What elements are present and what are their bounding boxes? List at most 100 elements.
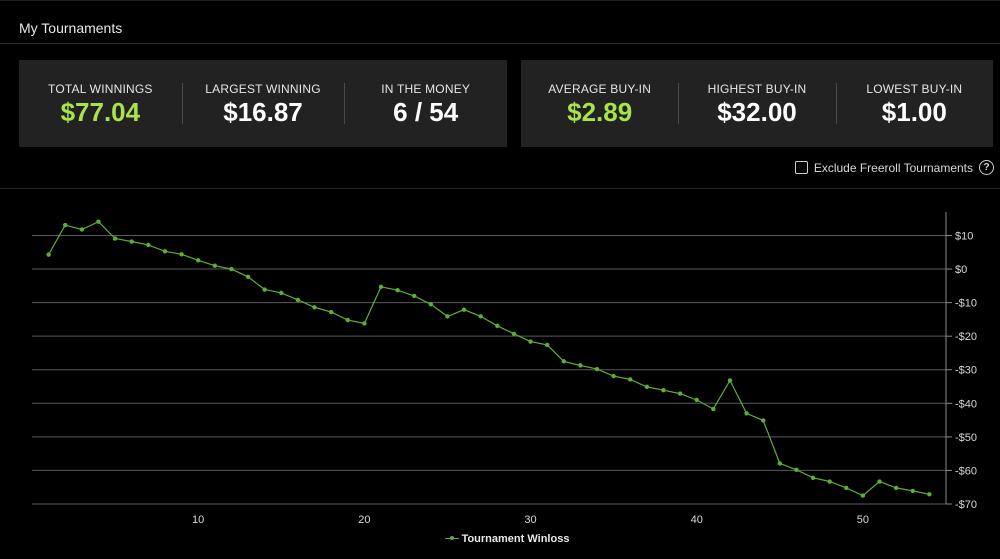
stat-total-winnings: TOTAL WINNINGS $77.04 [19,60,182,147]
data-point[interactable] [761,418,766,423]
data-point[interactable] [179,252,184,257]
data-point[interactable] [229,266,234,272]
data-point[interactable] [96,219,101,224]
data-point[interactable] [628,377,633,382]
data-point[interactable] [860,493,866,498]
data-point[interactable] [727,378,733,383]
y-tick-label: -$40 [955,398,977,410]
data-point[interactable] [677,391,683,396]
x-tick-label: 10 [192,514,204,526]
data-point[interactable] [594,366,600,372]
data-point[interactable] [578,363,583,368]
stat-label: AVERAGE BUY-IN [548,82,652,96]
data-point[interactable] [345,317,350,323]
exclude-freeroll-label[interactable]: Exclude Freeroll Tournaments [813,160,973,175]
data-point[interactable] [63,222,68,228]
data-point[interactable] [877,479,882,484]
data-point[interactable] [445,314,450,319]
data-point[interactable] [162,249,168,254]
data-point[interactable] [295,297,301,303]
section-divider [0,188,1000,189]
data-point[interactable] [279,290,284,296]
data-point[interactable] [262,287,267,292]
data-point[interactable] [312,305,317,310]
data-point[interactable] [744,411,749,416]
stat-value: $2.89 [567,97,633,127]
data-point[interactable] [478,314,483,319]
stat-in-the-money: IN THE MONEY 6 / 54 [344,60,507,147]
page-header: My Tournaments [0,0,1000,44]
data-point[interactable] [195,258,201,263]
data-point[interactable] [544,342,550,348]
y-tick-label: $10 [955,230,973,242]
x-tick-label: 50 [857,514,869,526]
data-point[interactable] [611,373,616,379]
data-point[interactable] [694,397,699,403]
data-point[interactable] [927,492,932,497]
y-tick-label: -$60 [955,465,977,477]
data-point[interactable] [412,293,417,299]
y-tick-label: -$20 [955,331,977,343]
data-point[interactable] [395,288,400,293]
exclude-freeroll-toggle[interactable]: Exclude Freeroll Tournaments ? [794,160,994,175]
data-point[interactable] [777,461,783,466]
data-point[interactable] [810,475,816,481]
stat-label: LARGEST WINNING [205,82,321,96]
legend-line-marker-icon [444,534,459,544]
page-title: My Tournaments [19,20,123,36]
data-point[interactable] [661,388,666,393]
chart-legend[interactable]: Tournament Winloss [0,533,1000,545]
data-point[interactable] [112,236,118,241]
data-point[interactable] [893,485,899,491]
stat-largest-winning: LARGEST WINNING $16.87 [181,60,345,147]
data-point[interactable] [46,252,51,257]
stat-value: $77.04 [60,97,141,127]
stat-lowest-buyin: LOWEST BUY-IN $1.00 [835,60,993,147]
data-point[interactable] [644,384,650,390]
stat-average-buyin: AVERAGE BUY-IN $2.89 [521,60,678,147]
data-point[interactable] [561,359,566,364]
stat-value: $1.00 [881,97,947,127]
data-point[interactable] [79,227,85,232]
winnings-stats-card: TOTAL WINNINGS $77.04 LARGEST WINNING $1… [19,60,507,147]
data-point[interactable] [245,274,251,279]
series-line [48,220,930,497]
stat-value: 6 / 54 [393,97,459,127]
data-point[interactable] [378,284,384,290]
legend-series-label[interactable]: Tournament Winloss [461,533,570,545]
data-point[interactable] [328,309,334,315]
data-point[interactable] [428,302,434,307]
x-tick-label: 30 [524,514,536,526]
data-point[interactable] [711,406,716,412]
y-tick-label: -$10 [955,298,977,310]
stat-label: LOWEST BUY-IN [866,82,963,96]
y-tick-label: $0 [955,264,967,276]
stat-label: HIGHEST BUY-IN [707,82,807,96]
data-point[interactable] [129,239,134,244]
data-point[interactable] [212,263,217,268]
help-icon[interactable]: ? [979,160,994,175]
data-point[interactable] [146,242,151,248]
y-tick-label: -$70 [955,499,977,511]
data-point[interactable] [511,331,517,337]
y-tick-label: -$50 [955,432,977,444]
data-point[interactable] [910,488,915,494]
data-point[interactable] [827,479,832,484]
stat-value: $16.87 [223,97,303,127]
stat-highest-buyin: HIGHEST BUY-IN $32.00 [678,60,835,147]
data-point[interactable] [844,485,849,491]
x-tick-label: 20 [358,514,370,526]
data-point[interactable] [362,321,367,326]
data-point[interactable] [794,467,799,472]
data-point[interactable] [495,323,500,328]
data-point[interactable] [461,307,467,312]
y-tick-label: -$30 [955,365,977,377]
exclude-freeroll-checkbox[interactable] [794,161,808,174]
stat-value: $32.00 [717,97,797,127]
data-point[interactable] [528,339,533,344]
stat-label: IN THE MONEY [381,82,471,96]
stat-label: TOTAL WINNINGS [48,82,153,96]
x-tick-label: 40 [691,514,703,526]
